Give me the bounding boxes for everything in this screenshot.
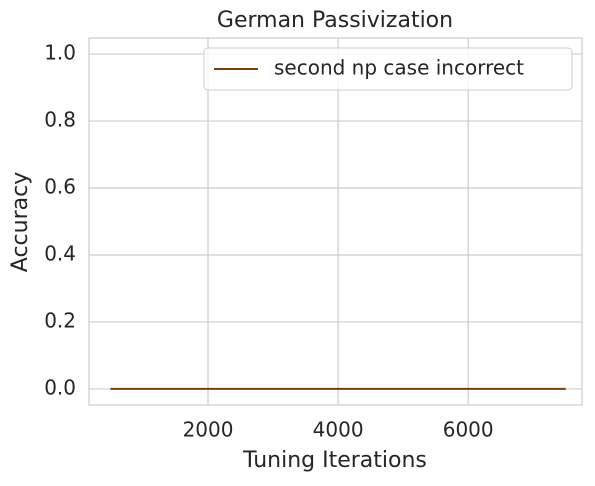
y-tick-label: 0.0 — [44, 375, 76, 399]
plot-frame — [88, 37, 583, 406]
y-tick-label: 1.0 — [44, 41, 76, 65]
y-tick-label: 0.4 — [44, 241, 76, 265]
chart-title: German Passivization — [217, 8, 453, 33]
x-tick-label: 4000 — [313, 418, 364, 442]
x-tick-label: 2000 — [183, 418, 234, 442]
y-axis-label: Accuracy — [8, 172, 33, 272]
x-tick-label: 6000 — [443, 418, 494, 442]
y-tick-label: 0.6 — [44, 175, 76, 199]
y-tick-label: 0.8 — [44, 108, 76, 132]
legend-box — [203, 47, 573, 91]
y-tick-label: 0.2 — [44, 308, 76, 332]
x-axis-label: Tuning Iterations — [242, 448, 427, 473]
legend-label: second np case incorrect — [274, 56, 524, 80]
